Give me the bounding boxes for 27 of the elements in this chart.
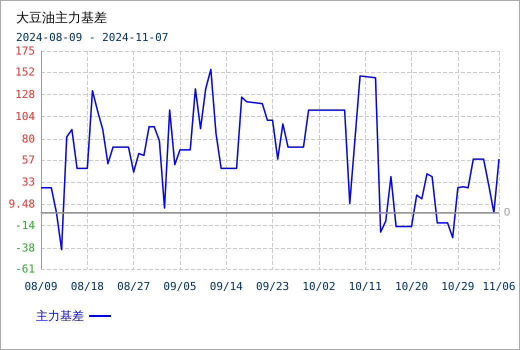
y-tick-label: 57	[22, 154, 35, 166]
x-tick-label: 09/14	[210, 280, 244, 293]
x-tick-label: 08/09	[24, 280, 58, 293]
chart-title: 大豆油主力基差	[16, 10, 107, 26]
x-tick-label: 08/27	[117, 280, 150, 293]
y-tick-label: 80	[22, 132, 35, 146]
x-tick-label: 10/11	[348, 280, 382, 293]
y-tick-label: 128	[15, 88, 35, 101]
chart-subtitle: 2024-08-09 - 2024-11-07	[16, 31, 168, 44]
y-tick-label: 175	[15, 44, 35, 58]
x-tick-label: 10/29	[441, 280, 474, 293]
y-tick-label: 9.48	[8, 197, 35, 210]
line-series	[40, 68, 500, 250]
y-tick-label: 33	[22, 176, 35, 189]
x-tick-label: 10/02	[302, 280, 336, 293]
y-tick-label: 104	[15, 110, 36, 124]
x-tick-label: 09/23	[256, 280, 290, 293]
legend-label: 主力基差	[36, 309, 84, 323]
x-tick-label: 11/06	[482, 280, 516, 293]
y-tick-label: -61	[15, 262, 35, 276]
x-tick-label: 09/05	[163, 280, 197, 293]
x-tick-label: 10/20	[394, 280, 428, 293]
y-tick-label: -14	[15, 219, 36, 232]
ref-line-label: 0	[504, 206, 510, 219]
y-tick-label: -38	[15, 241, 35, 254]
y-tick-label: 152	[15, 66, 35, 79]
x-tick-label: 08/18	[70, 280, 104, 293]
